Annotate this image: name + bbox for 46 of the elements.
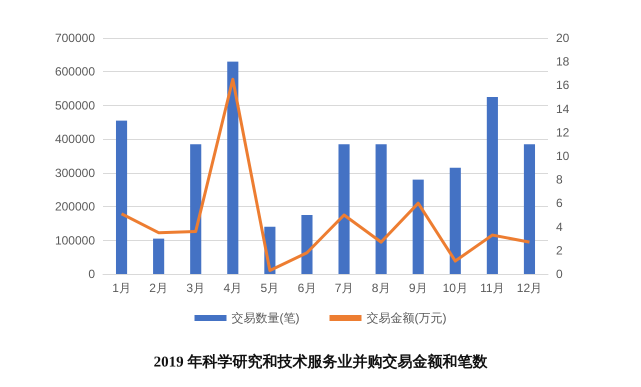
- bar: [301, 215, 313, 274]
- y-tick-label: 100000: [54, 233, 96, 248]
- bar: [412, 180, 424, 274]
- bar: [376, 144, 387, 274]
- x-tick-label: 6月: [298, 281, 316, 295]
- y-tick-label: 400000: [54, 132, 96, 146]
- bar: [116, 120, 128, 274]
- y-tick-label: 500000: [54, 98, 96, 112]
- y2-tick-label: 20: [556, 31, 570, 45]
- x-tick-label: 9月: [408, 281, 428, 295]
- y2-tick-label: 16: [556, 78, 570, 92]
- x-tick-label: 7月: [334, 281, 354, 295]
- x-tick-label: 3月: [186, 281, 206, 295]
- y-tick-label: 200000: [54, 200, 96, 214]
- y2-tick-label: 6: [556, 196, 563, 210]
- bar: [486, 97, 498, 274]
- text: 2019 年科学研究和技术服务业并购交易金额和笔数: [154, 352, 488, 370]
- bar: [338, 144, 350, 274]
- y2-tick-label: 18: [556, 54, 570, 69]
- bar: [190, 144, 202, 274]
- x-tick-label: 8月: [372, 281, 390, 295]
- legend-label: 交易金额(万元): [366, 311, 446, 325]
- x-tick-label: 4月: [223, 281, 242, 295]
- legend-label: 交易数量(笔): [232, 311, 300, 325]
- y2-tick-label: 4: [556, 220, 563, 234]
- y-tick-label: 300000: [54, 166, 96, 180]
- x-tick-label: 2月: [149, 281, 168, 295]
- x-tick-label: 11月: [480, 281, 505, 295]
- y-tick-label: 0: [88, 267, 96, 281]
- bar: [227, 62, 238, 274]
- y2-tick-label: 12: [556, 125, 570, 140]
- y2-tick-label: 10: [556, 149, 570, 163]
- x-tick-label: 12月: [516, 281, 542, 295]
- y2-tick-label: 14: [556, 102, 570, 116]
- line-series: [120, 78, 531, 272]
- y2-tick-label: 8: [556, 172, 563, 187]
- y-tick-label: 600000: [54, 64, 96, 79]
- x-tick-label: 10月: [442, 281, 468, 295]
- bar: [450, 168, 461, 274]
- x-tick-label: 5月: [260, 281, 280, 295]
- bar: [153, 238, 164, 274]
- bar: [524, 144, 536, 274]
- y2-tick-label: 2: [556, 243, 563, 258]
- y-tick-label: 700000: [54, 31, 96, 45]
- x-tick-label: 1月: [112, 281, 131, 295]
- y2-tick-label: 0: [556, 267, 563, 281]
